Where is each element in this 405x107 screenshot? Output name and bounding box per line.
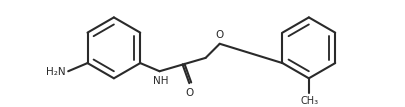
Text: CH₃: CH₃	[300, 96, 318, 106]
Text: H₂N: H₂N	[45, 67, 65, 77]
Text: NH: NH	[152, 76, 168, 86]
Text: O: O	[185, 88, 193, 98]
Text: O: O	[215, 30, 223, 40]
